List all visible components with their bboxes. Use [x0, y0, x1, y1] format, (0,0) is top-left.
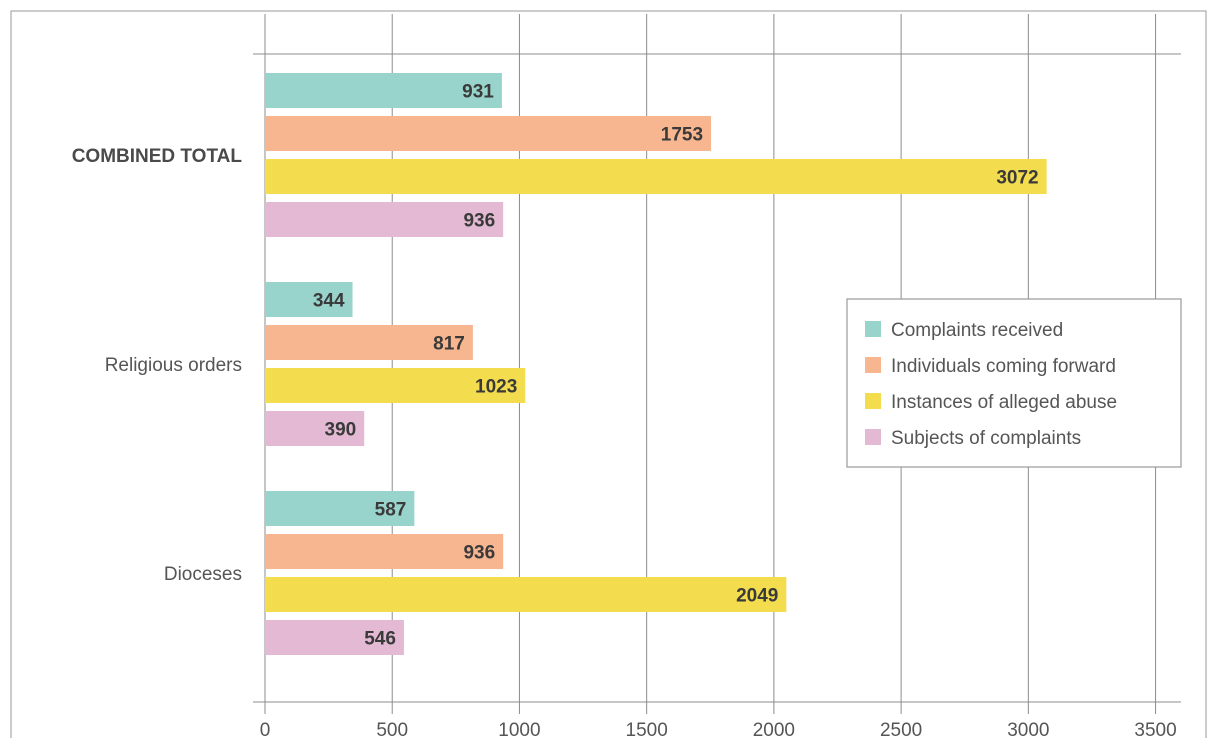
- category-label: Religious orders: [105, 355, 242, 376]
- legend-label: Individuals coming forward: [891, 356, 1116, 377]
- x-tick-label: 500: [376, 720, 408, 738]
- data-label: 817: [433, 334, 465, 355]
- chart-frame: [10, 10, 1207, 738]
- x-tick-label: 1500: [626, 720, 668, 738]
- category-label: COMBINED TOTAL: [72, 146, 243, 167]
- x-tick-label: 2500: [880, 720, 922, 738]
- bar: [265, 73, 502, 108]
- data-label: 936: [463, 543, 495, 564]
- legend-label: Complaints received: [891, 320, 1063, 341]
- data-label: 936: [463, 211, 495, 232]
- data-label: 1023: [475, 377, 517, 398]
- bar: [265, 620, 404, 655]
- bar: [265, 325, 473, 360]
- x-tick-label: 2000: [753, 720, 795, 738]
- data-label: 2049: [736, 586, 778, 607]
- x-tick-label: 3000: [1007, 720, 1049, 738]
- legend-label: Instances of alleged abuse: [891, 392, 1117, 413]
- category-label: Dioceses: [164, 564, 242, 585]
- legend-swatch: [865, 357, 881, 373]
- data-label: 587: [375, 500, 407, 521]
- data-label: 546: [364, 629, 396, 650]
- x-tick-label: 3500: [1134, 720, 1176, 738]
- bar: [265, 282, 353, 317]
- bar: [265, 577, 787, 612]
- data-label: 344: [313, 291, 345, 312]
- legend-swatch: [865, 321, 881, 337]
- bar: [265, 116, 712, 151]
- data-label: 931: [462, 82, 494, 103]
- bar: [265, 202, 504, 237]
- data-label: 390: [325, 420, 357, 441]
- bar: [265, 534, 504, 569]
- legend-swatch: [865, 393, 881, 409]
- legend-label: Subjects of complaints: [891, 428, 1081, 449]
- legend: [846, 298, 1182, 468]
- x-tick-label: 1000: [498, 720, 540, 738]
- data-label: 3072: [996, 168, 1038, 189]
- legend-swatch: [865, 429, 881, 445]
- data-label: 1753: [661, 125, 703, 146]
- bar: [265, 411, 365, 446]
- bar: [265, 368, 526, 403]
- bar: [265, 159, 1047, 194]
- x-tick-label: 0: [260, 720, 271, 738]
- bar: [265, 491, 415, 526]
